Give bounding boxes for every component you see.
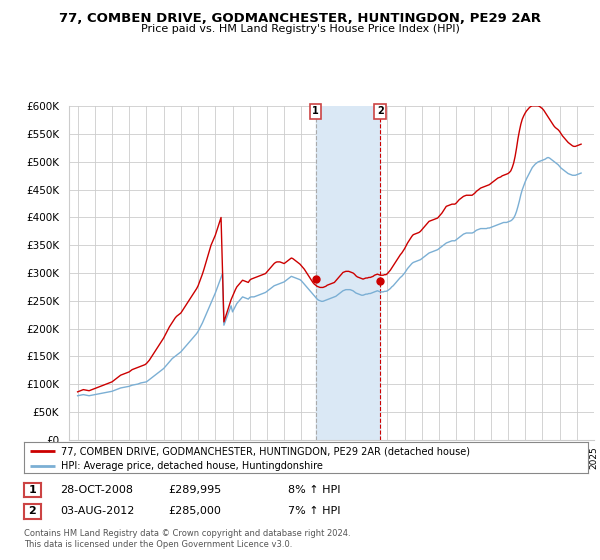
Text: 8% ↑ HPI: 8% ↑ HPI bbox=[288, 485, 341, 495]
Text: 77, COMBEN DRIVE, GODMANCHESTER, HUNTINGDON, PE29 2AR (detached house): 77, COMBEN DRIVE, GODMANCHESTER, HUNTING… bbox=[61, 446, 470, 456]
Text: 2: 2 bbox=[377, 106, 383, 116]
Text: 28-OCT-2008: 28-OCT-2008 bbox=[60, 485, 133, 495]
Text: £289,995: £289,995 bbox=[168, 485, 221, 495]
Text: 1: 1 bbox=[312, 106, 319, 116]
Text: Price paid vs. HM Land Registry's House Price Index (HPI): Price paid vs. HM Land Registry's House … bbox=[140, 24, 460, 34]
Text: 2: 2 bbox=[29, 506, 36, 516]
Text: HPI: Average price, detached house, Huntingdonshire: HPI: Average price, detached house, Hunt… bbox=[61, 461, 323, 472]
Text: Contains HM Land Registry data © Crown copyright and database right 2024.
This d: Contains HM Land Registry data © Crown c… bbox=[24, 529, 350, 549]
Bar bbox=[316, 106, 380, 440]
Text: 1: 1 bbox=[29, 485, 36, 495]
Text: 77, COMBEN DRIVE, GODMANCHESTER, HUNTINGDON, PE29 2AR: 77, COMBEN DRIVE, GODMANCHESTER, HUNTING… bbox=[59, 12, 541, 25]
Text: 7% ↑ HPI: 7% ↑ HPI bbox=[288, 506, 341, 516]
Text: £285,000: £285,000 bbox=[168, 506, 221, 516]
Text: 03-AUG-2012: 03-AUG-2012 bbox=[60, 506, 134, 516]
